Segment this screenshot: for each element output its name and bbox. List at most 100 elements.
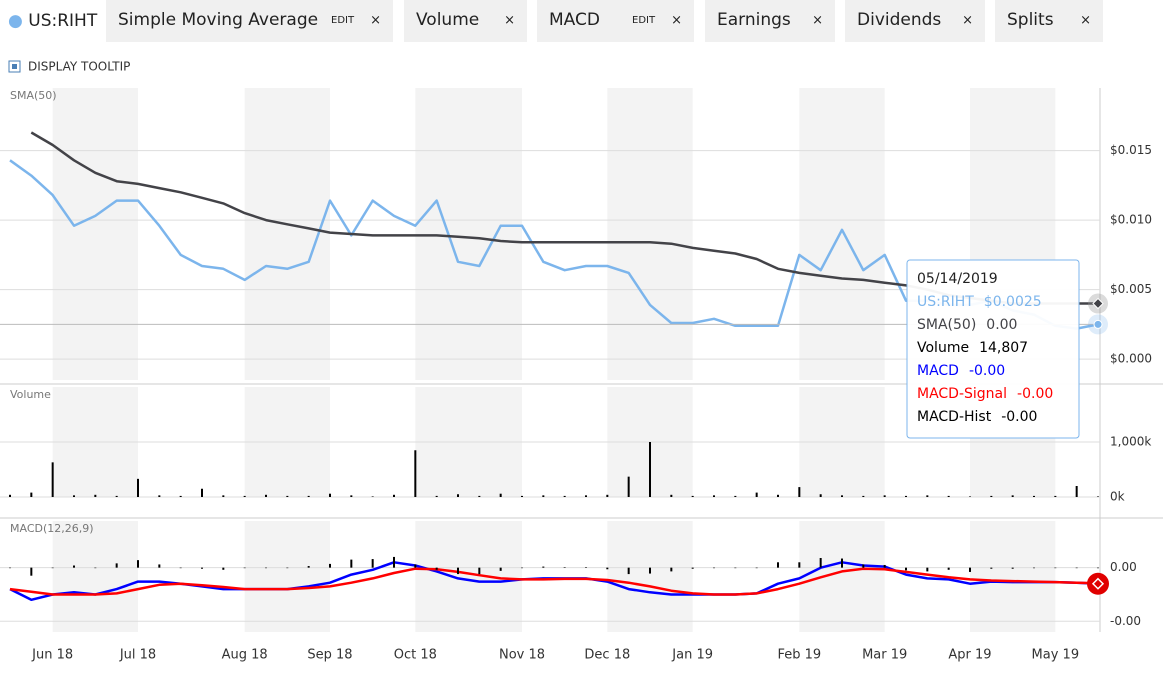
- bar: [1075, 567, 1078, 569]
- close-button[interactable]: ×: [1080, 13, 1091, 28]
- tab[interactable]: MACD EDIT ×: [537, 0, 694, 42]
- tab-label[interactable]: Volume: [416, 10, 480, 30]
- bar: [435, 495, 438, 497]
- tooltip-value: -0.00: [969, 363, 1005, 379]
- bar: [329, 493, 331, 497]
- bar: [777, 562, 779, 568]
- bar: [798, 487, 801, 497]
- bar: [990, 495, 993, 497]
- bar: [1033, 567, 1035, 569]
- x-tick-label: Apr 19: [948, 648, 991, 663]
- edit-button[interactable]: EDIT: [632, 15, 656, 26]
- background: [52, 88, 1056, 632]
- panel-title: Volume: [10, 388, 51, 401]
- tab-label[interactable]: Dividends: [857, 10, 942, 30]
- sma-marker: [1092, 297, 1104, 310]
- bar: [478, 567, 481, 575]
- month-band: [970, 521, 1056, 632]
- bar: [435, 567, 438, 570]
- bar: [819, 558, 822, 568]
- tooltip-label: SMA(50): [917, 317, 976, 333]
- x-tick-label: Jun 18: [31, 648, 73, 663]
- tooltip-toggle-label[interactable]: DISPLAY TOOLTIP: [28, 60, 130, 74]
- tooltip-label: MACD-Signal: [917, 386, 1007, 402]
- bar: [606, 567, 609, 570]
- bar: [841, 558, 843, 568]
- bar: [905, 567, 907, 571]
- bar: [1011, 567, 1014, 569]
- edit-button[interactable]: EDIT: [331, 15, 355, 26]
- bar: [862, 495, 865, 497]
- bar: [819, 494, 822, 497]
- series-line: [9, 567, 1099, 596]
- bar: [222, 567, 225, 570]
- bar: [243, 567, 246, 569]
- bar: [51, 462, 54, 497]
- y-tick-label: $0.000: [1110, 352, 1152, 366]
- tooltip-value: 0.00: [986, 317, 1017, 333]
- bar: [670, 494, 673, 497]
- close-button[interactable]: ×: [370, 13, 381, 28]
- bar: [265, 567, 267, 569]
- bar: [73, 565, 75, 568]
- bar: [841, 495, 843, 497]
- bar: [371, 559, 374, 568]
- bar: [691, 567, 694, 569]
- bar: [393, 494, 395, 497]
- symbol: ● US:RIHT: [8, 11, 98, 31]
- bar: [563, 567, 566, 568]
- bar: [521, 495, 523, 497]
- bar: [9, 567, 11, 569]
- x-tick-label: Jan 19: [671, 648, 713, 663]
- month-band: [415, 521, 522, 632]
- close-button[interactable]: ×: [812, 13, 823, 28]
- tooltip-label: US:RIHT: [917, 294, 974, 310]
- bar: [115, 495, 118, 497]
- tab[interactable]: Splits ×: [995, 0, 1103, 42]
- tooltip-label: Volume: [917, 340, 969, 356]
- bar: [649, 567, 651, 574]
- y-tick-label: 0k: [1110, 490, 1125, 504]
- bar: [30, 492, 33, 497]
- tab-label[interactable]: Simple Moving Average: [118, 10, 319, 30]
- tab[interactable]: Dividends ×: [845, 0, 985, 42]
- bar: [627, 567, 630, 575]
- bar: [585, 495, 587, 497]
- bar: [521, 567, 523, 569]
- bar: [307, 566, 310, 568]
- bar: [457, 567, 459, 575]
- tab-label[interactable]: Splits: [1007, 10, 1054, 30]
- bar: [1033, 495, 1035, 497]
- close-button[interactable]: ×: [504, 13, 515, 28]
- tooltip: 05/14/2019 US:RIHT $0.0025 SMA(50) 0.00 Volum…: [906, 259, 1080, 439]
- bar: [478, 495, 481, 497]
- bar: [969, 567, 971, 572]
- bar: [734, 495, 737, 497]
- bar: [542, 566, 545, 568]
- bar: [350, 559, 353, 568]
- bar: [670, 567, 673, 572]
- tab[interactable]: Volume ×: [404, 0, 527, 42]
- bar: [94, 494, 97, 497]
- bar: [585, 567, 587, 568]
- bar: [179, 567, 182, 569]
- tab[interactable]: Earnings ×: [705, 0, 835, 42]
- tab[interactable]: Simple Moving Average EDIT ×: [106, 0, 393, 42]
- close-button[interactable]: ×: [671, 13, 682, 28]
- bar: [713, 495, 715, 497]
- bar: [137, 478, 139, 497]
- bar: [713, 567, 715, 569]
- x-tick-label: Feb 19: [777, 648, 821, 663]
- tooltip-box: [906, 259, 1080, 439]
- close-button[interactable]: ×: [962, 13, 973, 28]
- bar: [499, 567, 502, 571]
- bar: [734, 567, 737, 569]
- tab-label[interactable]: MACD: [549, 10, 600, 30]
- tooltip-checkbox[interactable]: [8, 60, 21, 73]
- month-band: [799, 88, 885, 380]
- bar: [862, 564, 865, 568]
- y-tick-label: $0.015: [1110, 143, 1152, 157]
- month-band: [244, 88, 330, 380]
- tab-label[interactable]: Earnings: [717, 10, 791, 30]
